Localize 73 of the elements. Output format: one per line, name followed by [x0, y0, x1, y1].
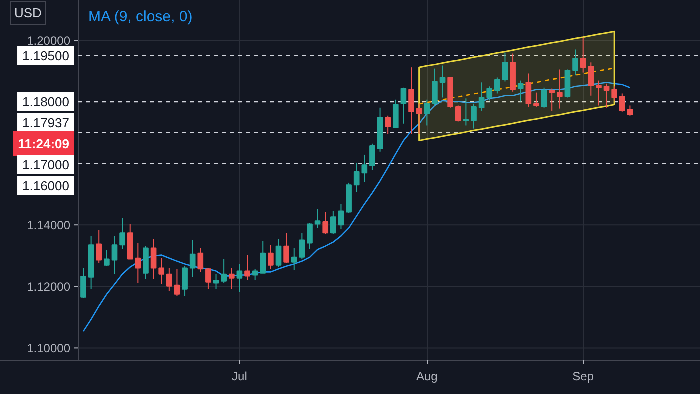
x-tick-label: Jul — [232, 370, 248, 384]
candlestick — [392, 99, 399, 128]
candlestick — [291, 248, 298, 271]
candlestick — [190, 240, 196, 278]
y-tick-label: 1.14000 — [27, 218, 71, 233]
candlestick — [314, 208, 321, 229]
ref-line-label: 1.18000 — [22, 94, 70, 110]
text: USD — [14, 6, 42, 20]
candlestick — [400, 87, 407, 124]
candlestick — [236, 264, 243, 293]
x-tick-label: Aug — [416, 370, 438, 384]
y-tick-label: 1.10000 — [27, 342, 71, 356]
candlestick — [284, 232, 290, 264]
x-tick-label: Sep — [572, 370, 594, 384]
text: 1.17937 — [22, 116, 70, 131]
candlestick — [221, 258, 227, 284]
candlestick — [494, 77, 500, 94]
candlestick — [556, 69, 563, 110]
candlestick — [299, 232, 306, 260]
candlestick — [416, 103, 422, 135]
candlestick — [338, 204, 344, 230]
candlestick — [80, 268, 86, 299]
candlestick — [432, 68, 438, 106]
candlestick — [471, 103, 477, 130]
candlestick — [604, 83, 610, 108]
candlestick — [182, 266, 188, 297]
text: 11:24:09 — [18, 136, 70, 152]
candlestick — [112, 236, 118, 275]
candlestick — [252, 268, 258, 281]
candlestick — [455, 105, 462, 122]
text: MA (9, close, 0) — [88, 8, 193, 26]
candlestick — [150, 238, 157, 280]
candlestick — [549, 88, 556, 112]
candlestick — [322, 212, 329, 235]
candlestick — [330, 210, 336, 235]
candlestick — [228, 268, 235, 290]
candlestick — [174, 268, 180, 297]
candlestick — [463, 98, 470, 126]
candlestick — [206, 268, 212, 290]
candlestick — [478, 82, 485, 112]
candlestick — [370, 143, 376, 171]
candlestick — [260, 240, 266, 274]
ref-line-label: 1.16000 — [22, 178, 70, 194]
candlestick — [96, 230, 102, 264]
y-tick-label: 1.20000 — [27, 34, 71, 48]
ref-line-label: 1.17000 — [22, 158, 70, 173]
candlestick — [213, 274, 220, 290]
candlestick — [307, 222, 313, 250]
candlestick — [526, 73, 532, 108]
ref-line-label: 1.19500 — [22, 48, 70, 64]
candlestick — [518, 80, 524, 102]
candlestick — [502, 52, 508, 82]
candlestick — [198, 248, 204, 273]
y-tick-label: 1.12000 — [27, 280, 71, 294]
candlestick — [244, 254, 250, 281]
candlestick — [619, 93, 626, 112]
candlestick — [612, 86, 618, 102]
candlestick — [120, 218, 126, 250]
candlestick — [534, 92, 540, 108]
candlestick — [276, 238, 282, 268]
candlestick — [596, 80, 602, 106]
candlestick — [166, 268, 172, 292]
candlestick — [440, 65, 446, 98]
candlestick — [486, 86, 493, 102]
candlestick — [385, 115, 392, 135]
candlestick — [104, 250, 110, 267]
candlestick — [424, 99, 430, 126]
candlestick — [408, 67, 414, 135]
candlestick — [268, 244, 274, 270]
candlestick — [158, 258, 165, 285]
candlestick — [627, 105, 634, 116]
candlestick — [572, 49, 578, 76]
candlestick — [541, 87, 548, 108]
